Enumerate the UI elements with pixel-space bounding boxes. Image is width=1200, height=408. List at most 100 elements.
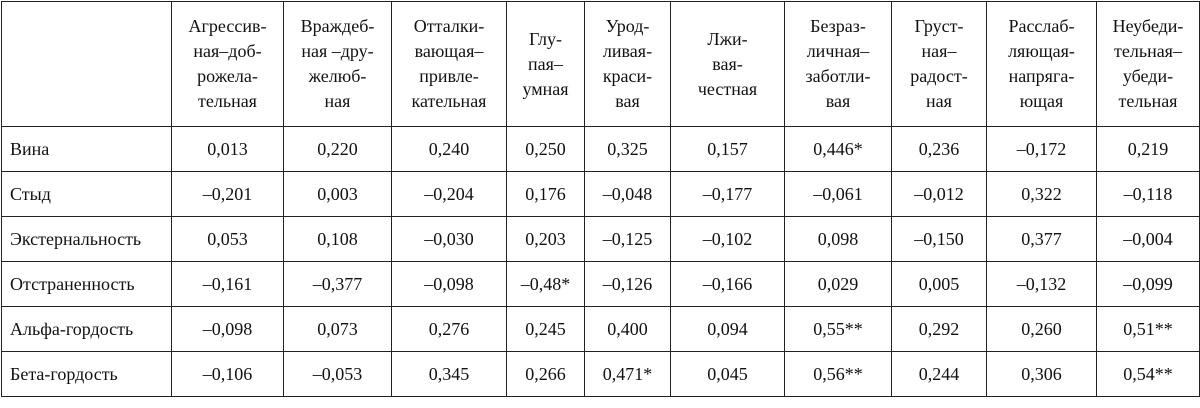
value-cell: 0,045 <box>670 351 785 397</box>
value-cell: –0,177 <box>670 171 785 217</box>
value-cell: –0,166 <box>670 261 785 307</box>
value-cell: –0,201 <box>171 171 284 217</box>
value-cell: –0,150 <box>891 216 987 262</box>
value-cell: 0,013 <box>171 126 284 172</box>
value-cell: 0,54** <box>1096 351 1200 397</box>
header-line: желюб- <box>308 66 367 86</box>
value-cell: 0,250 <box>506 126 585 172</box>
value-cell: 0,053 <box>171 216 284 262</box>
value-cell: 0,260 <box>986 306 1097 352</box>
value-cell: 0,276 <box>391 306 507 352</box>
value-cell: –0,48* <box>506 261 585 307</box>
value-cell: –0,172 <box>986 126 1097 172</box>
value-cell: 0,029 <box>784 261 892 307</box>
column-header: Глу-пая– умная <box>506 1 585 127</box>
header-line: тельная <box>198 91 257 111</box>
column-header: Отталки-вающая– привле-кательная <box>391 1 507 127</box>
value-cell: 0,094 <box>670 306 785 352</box>
header-line: кательная <box>411 91 487 111</box>
value-cell: –0,106 <box>171 351 284 397</box>
value-cell: –0,132 <box>986 261 1097 307</box>
value-cell: 0,446* <box>784 126 892 172</box>
value-cell: 0,003 <box>283 171 392 217</box>
header-line: вая <box>825 91 851 111</box>
header-line: пая– <box>528 53 563 74</box>
header-line: ющая <box>1019 91 1064 111</box>
value-cell: –0,204 <box>391 171 507 217</box>
header-line: Агрессив- <box>188 16 267 36</box>
value-cell: –0,099 <box>1096 261 1200 307</box>
column-header: Груст-ная– радост-ная <box>891 1 987 127</box>
value-cell: 0,55** <box>784 306 892 352</box>
header-line: напряга- <box>1008 66 1075 86</box>
value-cell: 0,245 <box>506 306 585 352</box>
header-line: Расслаб- <box>1008 16 1075 36</box>
value-cell: –0,030 <box>391 216 507 262</box>
header-line: ливая- <box>602 41 653 61</box>
header-line: Лжи- <box>707 28 748 49</box>
data-row: Бета-гордость –0,106 –0,053 0,345 0,266 0,471… <box>1 351 1200 397</box>
value-cell: –0,012 <box>891 171 987 217</box>
header-line: привле- <box>419 66 479 86</box>
row-label: Стыд <box>1 171 172 217</box>
value-cell: 0,108 <box>283 216 392 262</box>
row-label: Альфа-гордость <box>1 306 172 352</box>
column-header: Безраз-личная– заботли-вая <box>784 1 892 127</box>
header-line: краси- <box>602 66 653 86</box>
value-cell: 0,400 <box>584 306 671 352</box>
row-label: Бета-гордость <box>1 351 172 397</box>
header-line: ная <box>926 91 952 111</box>
header-line: Груст- <box>914 16 964 36</box>
header-line: Неубеди- <box>1112 16 1184 36</box>
header-line: убеди- <box>1122 66 1174 86</box>
value-cell: 0,157 <box>670 126 785 172</box>
header-line: ная– <box>921 41 957 61</box>
value-cell: 0,176 <box>506 171 585 217</box>
header-line: ная –дру- <box>301 41 374 61</box>
row-label: Вина <box>1 126 172 172</box>
header-line: честная <box>697 78 758 99</box>
value-cell: 0,219 <box>1096 126 1200 172</box>
value-cell: –0,377 <box>283 261 392 307</box>
value-cell: –0,126 <box>584 261 671 307</box>
value-cell: 0,292 <box>891 306 987 352</box>
column-header: Агрессив-ная–доб-рожела-тельная <box>171 1 284 127</box>
value-cell: 0,073 <box>283 306 392 352</box>
value-cell: 0,005 <box>891 261 987 307</box>
value-cell: 0,203 <box>506 216 585 262</box>
header-line: вая <box>615 91 640 111</box>
header-line: радост- <box>910 66 968 86</box>
header-line: вая- <box>712 53 743 74</box>
header-line: Глу- <box>528 28 563 49</box>
header-line: ная <box>324 91 351 111</box>
value-cell: 0,244 <box>891 351 987 397</box>
value-cell: 0,236 <box>891 126 987 172</box>
header-line: Враждеб- <box>300 16 375 36</box>
column-header: Враждеб-ная –дру-желюб-ная <box>283 1 392 127</box>
data-row: Вина 0,013 0,220 0,240 0,250 0,325 0,157 0,446*… <box>1 126 1200 172</box>
value-cell: 0,266 <box>506 351 585 397</box>
header-line: заботли- <box>805 66 871 86</box>
header-line: Отталки- <box>413 16 485 36</box>
header-line: Урод- <box>605 16 650 36</box>
header-line: ляющая- <box>1008 41 1075 61</box>
value-cell: 0,345 <box>391 351 507 397</box>
value-cell: –0,118 <box>1096 171 1200 217</box>
data-row: Экстернальность 0,053 0,108 –0,030 0,203 –0,1… <box>1 216 1200 262</box>
value-cell: –0,125 <box>584 216 671 262</box>
header-line: тельная <box>1118 91 1178 111</box>
header-line: личная– <box>806 41 870 61</box>
value-cell: 0,322 <box>986 171 1097 217</box>
data-row: Альфа-гордость –0,098 0,073 0,276 0,245 0,400… <box>1 306 1200 352</box>
data-row: Стыд –0,201 0,003 –0,204 0,176 –0,048 –0,177 –0… <box>1 171 1200 217</box>
column-header: Лжи-вая-честная <box>670 1 785 127</box>
data-row: Отстраненность –0,161 –0,377 –0,098 –0,48* –0… <box>1 261 1200 307</box>
column-header: Урод-ливая-краси-вая <box>584 1 671 127</box>
value-cell: 0,325 <box>584 126 671 172</box>
value-cell: 0,377 <box>986 216 1097 262</box>
header-row: Агрессив-ная–доб-рожела-тельная Враждеб-н… <box>1 1 1200 127</box>
header-line: рожела- <box>197 66 258 86</box>
value-cell: –0,161 <box>171 261 284 307</box>
column-header: Неубеди-тельная– убеди-тельная <box>1096 1 1200 127</box>
value-cell: –0,098 <box>171 306 284 352</box>
